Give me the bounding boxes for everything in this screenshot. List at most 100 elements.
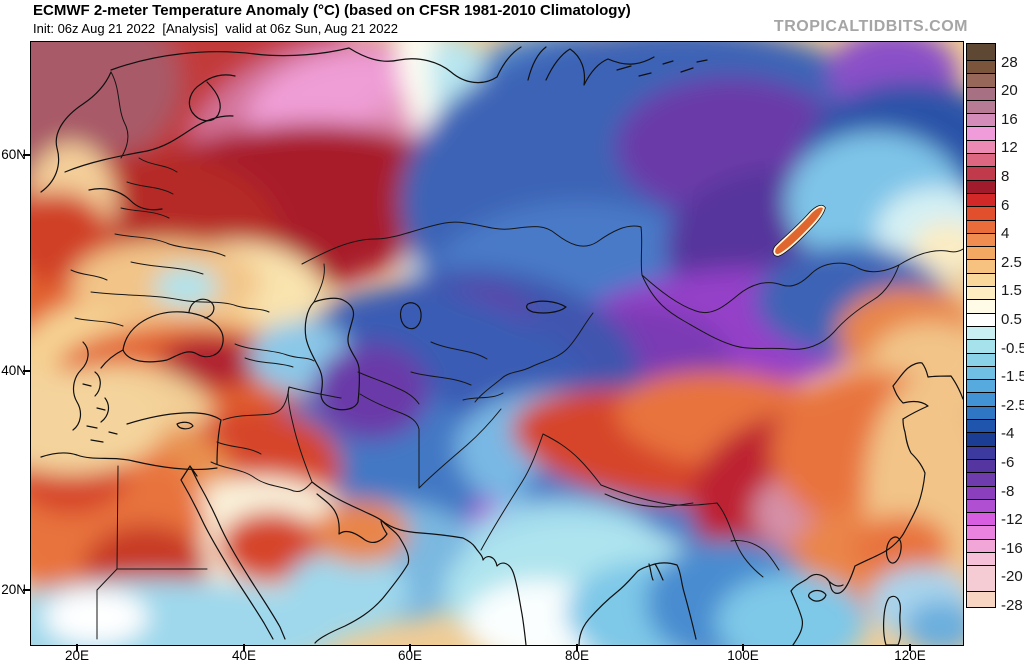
- colorbar-cell: [966, 352, 996, 367]
- border-europe-east: [70, 71, 270, 327]
- lon-tick-mark: [576, 644, 578, 651]
- border-turkmen: [357, 371, 420, 405]
- coast-persian-gulf: [311, 481, 388, 544]
- coast-black-sea: [122, 311, 224, 363]
- aral-sea: [399, 302, 422, 330]
- colorbar-cell: [966, 379, 996, 394]
- colorbar-tick-label: -0.5: [1001, 339, 1024, 357]
- colorbar-cell: [966, 73, 996, 88]
- country-borders: [70, 71, 963, 640]
- colorbar-cell: [966, 551, 996, 567]
- colorbar-tick-label: 20: [1001, 82, 1018, 100]
- colorbar-cell: [966, 259, 996, 274]
- lon-tick-label: 20E: [64, 648, 90, 663]
- colorbar-cell: [966, 538, 996, 553]
- coast-barents: [110, 47, 498, 84]
- colorbar-cell: [966, 365, 996, 381]
- lon-tick-label: 40E: [231, 648, 257, 663]
- colorbar-cell: [966, 153, 996, 168]
- region-scs-blue-spot: [905, 601, 963, 645]
- page-title: ECMWF 2-meter Temperature Anomaly (°C) (…: [33, 2, 631, 19]
- colorbar-tick-label: -20: [1001, 568, 1023, 586]
- lat-tick-label: 40N: [1, 363, 26, 378]
- border-burma-china: [716, 502, 780, 578]
- border-himalaya-nepal: [600, 484, 718, 508]
- coast-india: [474, 546, 697, 645]
- caspian-sea: [304, 297, 361, 411]
- lon-tick-mark: [742, 644, 744, 651]
- colorbar-cell: [966, 206, 996, 221]
- colorbar-cell: [966, 591, 996, 609]
- colorbar-cell: [966, 219, 996, 234]
- colorbar-tick-label: -4: [1001, 425, 1015, 443]
- colorbar-cell: [966, 339, 996, 354]
- colorbar-cell: [966, 126, 996, 141]
- lon-tick-mark: [409, 644, 411, 651]
- coastlines: [40, 46, 963, 645]
- region-arabia-red-blob: [219, 511, 323, 583]
- colorbar-cell: [966, 60, 996, 75]
- border-central-asia: [410, 341, 504, 403]
- anomaly-field: [31, 42, 963, 645]
- coast-shandong-bohai-korea: [892, 362, 963, 420]
- border-syria-saudi: [210, 441, 313, 493]
- tropicaltidbits-watermark: TROPICALTIDBITS.COM: [773, 18, 968, 35]
- region-turkey-red-spot: [161, 336, 261, 388]
- luzon: [883, 595, 902, 645]
- lat-tick-label: 60N: [1, 147, 26, 162]
- init-valid-line: Init: 06z Aug 21 2022 [Analysis] valid a…: [33, 21, 398, 36]
- colorbar-cell: [966, 445, 996, 460]
- colorbar-tick-label: 28: [1001, 53, 1018, 71]
- coast-aegean: [72, 341, 124, 431]
- colorbar-tick-label: 12: [1001, 139, 1018, 157]
- colorbar-cell: [966, 286, 996, 301]
- colorbar-tick-label: -2.5: [1001, 396, 1024, 414]
- colorbar-cell: [966, 272, 996, 288]
- border-mongolia-north: [641, 262, 900, 313]
- coast-ob-gulfs: [496, 46, 655, 86]
- colorbar-cell: [966, 99, 996, 115]
- lon-tick-label: 60E: [397, 648, 423, 663]
- coast-red-sea: [180, 465, 286, 640]
- coast-makran: [380, 519, 476, 548]
- colorbar-cell: [966, 498, 996, 514]
- border-mongolia-south: [641, 264, 900, 350]
- lon-tick-label: 100E: [727, 648, 759, 663]
- colorbar-cell: [966, 246, 996, 261]
- lat-tick-mark: [23, 589, 31, 591]
- colorbar-cell: [966, 232, 996, 248]
- colorbar-cell: [966, 325, 996, 341]
- lon-tick-label: 80E: [564, 648, 590, 663]
- border-kazakh-caspian: [313, 263, 325, 303]
- colorbar-cell: [966, 512, 996, 527]
- border-iran: [287, 386, 420, 489]
- colorbar-tick-label: -8: [1001, 482, 1015, 500]
- lon-tick-label: 120E: [894, 648, 926, 663]
- colorbar-cell: [966, 312, 996, 327]
- colorbar-cell: [966, 86, 996, 101]
- colorbar-cell: [966, 139, 996, 155]
- colorbar-cell: [966, 179, 996, 194]
- colorbar-cell: [966, 485, 996, 500]
- colorbar-cell: [966, 43, 996, 61]
- region-sahel-white: [44, 589, 148, 645]
- lat-tick-label: 20N: [1, 582, 26, 597]
- map-canvas: [30, 41, 964, 646]
- region-seasia-cyan: [716, 574, 866, 645]
- region-fareast-cream-spot: [912, 222, 963, 272]
- lat-tick-mark: [23, 154, 31, 156]
- region-blacksea-cyan-spot: [154, 267, 218, 307]
- lake-balkhash: [526, 300, 567, 314]
- coast-white-sea: [188, 74, 236, 122]
- colorbar-cell: [966, 525, 996, 540]
- colorbar-cell: [966, 458, 996, 474]
- cyprus: [176, 421, 194, 430]
- hainan: [808, 589, 827, 602]
- colorbar-tick-label: -12: [1001, 511, 1023, 529]
- colorbar-tick-label: 8: [1001, 167, 1010, 185]
- border-kazakh-russia: [301, 221, 643, 276]
- colorbar: [966, 43, 996, 609]
- ganges-delta: [648, 563, 664, 581]
- anomaly-map-svg: [31, 42, 963, 645]
